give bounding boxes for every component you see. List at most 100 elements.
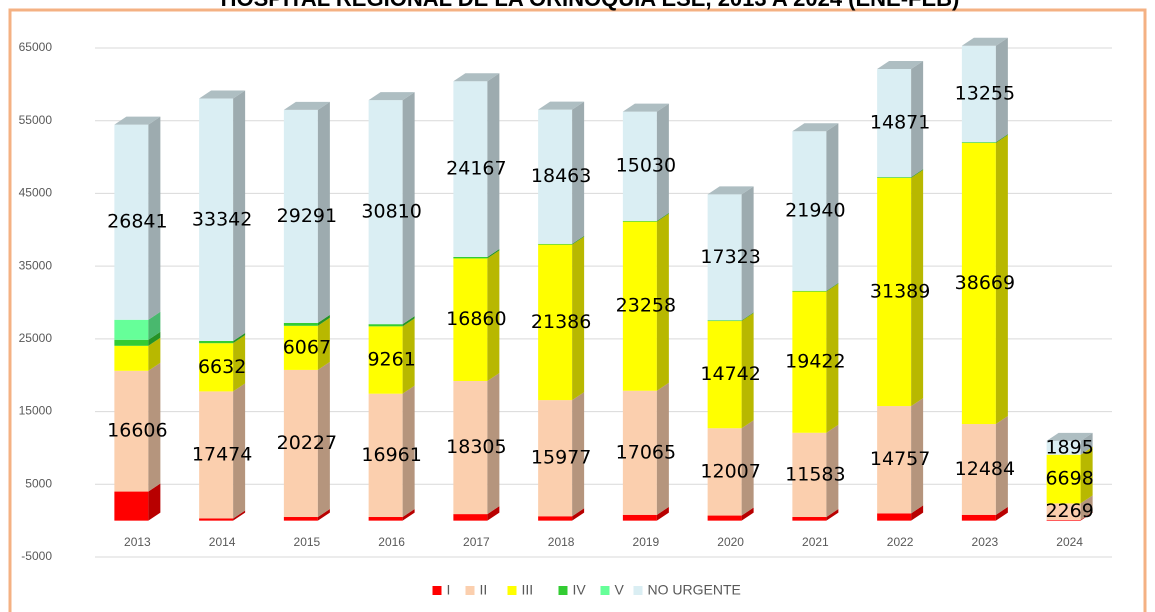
frame [8, 8, 1147, 612]
bar [453, 506, 500, 521]
bar-face [911, 398, 924, 514]
value-label: 38669 [955, 272, 1015, 294]
y-tick-label: 55000 [19, 113, 53, 127]
bar-face [995, 134, 1008, 425]
value-label: 17065 [616, 441, 676, 463]
bar-face [961, 424, 996, 515]
bar [114, 337, 161, 371]
bar-face [148, 483, 161, 521]
value-label: 18305 [446, 436, 506, 458]
bar [877, 60, 924, 178]
value-label: 19422 [785, 351, 845, 373]
value-label: 9261 [367, 349, 415, 371]
bar-face [826, 283, 839, 433]
bar [538, 235, 585, 245]
bar [283, 314, 330, 326]
bar [453, 248, 500, 259]
bar-face [707, 515, 742, 521]
bar-top [622, 103, 669, 112]
bar-face [707, 320, 742, 322]
value-label: 17323 [700, 246, 760, 268]
bar [622, 212, 669, 222]
bar-face [538, 516, 573, 521]
bar-face [961, 514, 996, 521]
bar-face [656, 382, 669, 515]
bar [1046, 432, 1093, 455]
bar-top [114, 116, 161, 125]
bar [368, 92, 415, 325]
x-tick-label: 2013 [124, 535, 151, 549]
bar-face [622, 514, 657, 521]
value-label: 2269 [1045, 500, 1093, 522]
bar-face [283, 109, 318, 323]
bar-face [622, 390, 657, 515]
y-tick-label: 25000 [19, 331, 53, 345]
y-tick-label: 65000 [19, 40, 53, 54]
bar-top [707, 186, 754, 195]
bar-face [1080, 432, 1093, 455]
legend-swatch [600, 586, 610, 595]
bar [792, 123, 839, 291]
y-tick-label: 15000 [19, 404, 53, 418]
bar [199, 510, 246, 521]
bar [622, 213, 669, 391]
bar-face [995, 37, 1008, 143]
value-label: 15977 [531, 447, 591, 469]
bar [368, 318, 415, 394]
bar-face [317, 317, 330, 370]
bar-face [911, 60, 924, 178]
bar-face [368, 326, 403, 394]
bar [792, 424, 839, 518]
bar-face [1080, 495, 1093, 520]
value-label: 16606 [107, 420, 167, 442]
bar-top [961, 37, 1008, 46]
bar-face [622, 111, 657, 221]
legend-label: V [615, 582, 625, 598]
bar-face [826, 509, 839, 521]
value-label: 6698 [1045, 468, 1093, 490]
bar-face [487, 248, 500, 259]
x-tick-label: 2017 [463, 535, 490, 549]
bar-face [453, 256, 488, 259]
bar [707, 186, 754, 321]
value-label: 12007 [700, 460, 760, 482]
bar-face [487, 73, 500, 257]
y-tick-label: -5000 [21, 549, 52, 563]
bar [283, 317, 330, 370]
value-label: 30810 [361, 201, 421, 223]
bar-face [622, 220, 657, 222]
value-label: 29291 [277, 205, 337, 227]
bar [961, 37, 1008, 143]
legend-swatch [633, 586, 643, 595]
bar-face [1046, 440, 1081, 455]
bar [961, 134, 1008, 143]
bar [114, 331, 161, 346]
bar-face [402, 318, 415, 394]
value-label: 24167 [446, 158, 506, 180]
bar [283, 361, 330, 518]
legend-swatch [465, 586, 475, 595]
bar-face [487, 250, 500, 381]
legend-swatch [432, 586, 442, 595]
bar [961, 134, 1008, 425]
bar-top [283, 101, 330, 110]
bar-face [538, 109, 573, 244]
value-label: 33342 [192, 208, 252, 230]
bar-face [538, 400, 573, 517]
bar [114, 116, 161, 320]
value-label: 23258 [616, 295, 676, 317]
value-label: 16961 [361, 444, 421, 466]
bar [283, 509, 330, 521]
y-tick-label: 45000 [19, 186, 53, 200]
bar-face [453, 258, 488, 381]
y-tick-label: 35000 [19, 258, 53, 272]
bar-face [995, 134, 1008, 143]
legend-swatch [558, 586, 568, 595]
bar-face [148, 311, 161, 340]
bar-face [656, 213, 669, 391]
bar [877, 398, 924, 514]
bar-top [453, 73, 500, 82]
bar-face [402, 92, 415, 325]
bar [707, 313, 754, 429]
bar [114, 311, 161, 340]
